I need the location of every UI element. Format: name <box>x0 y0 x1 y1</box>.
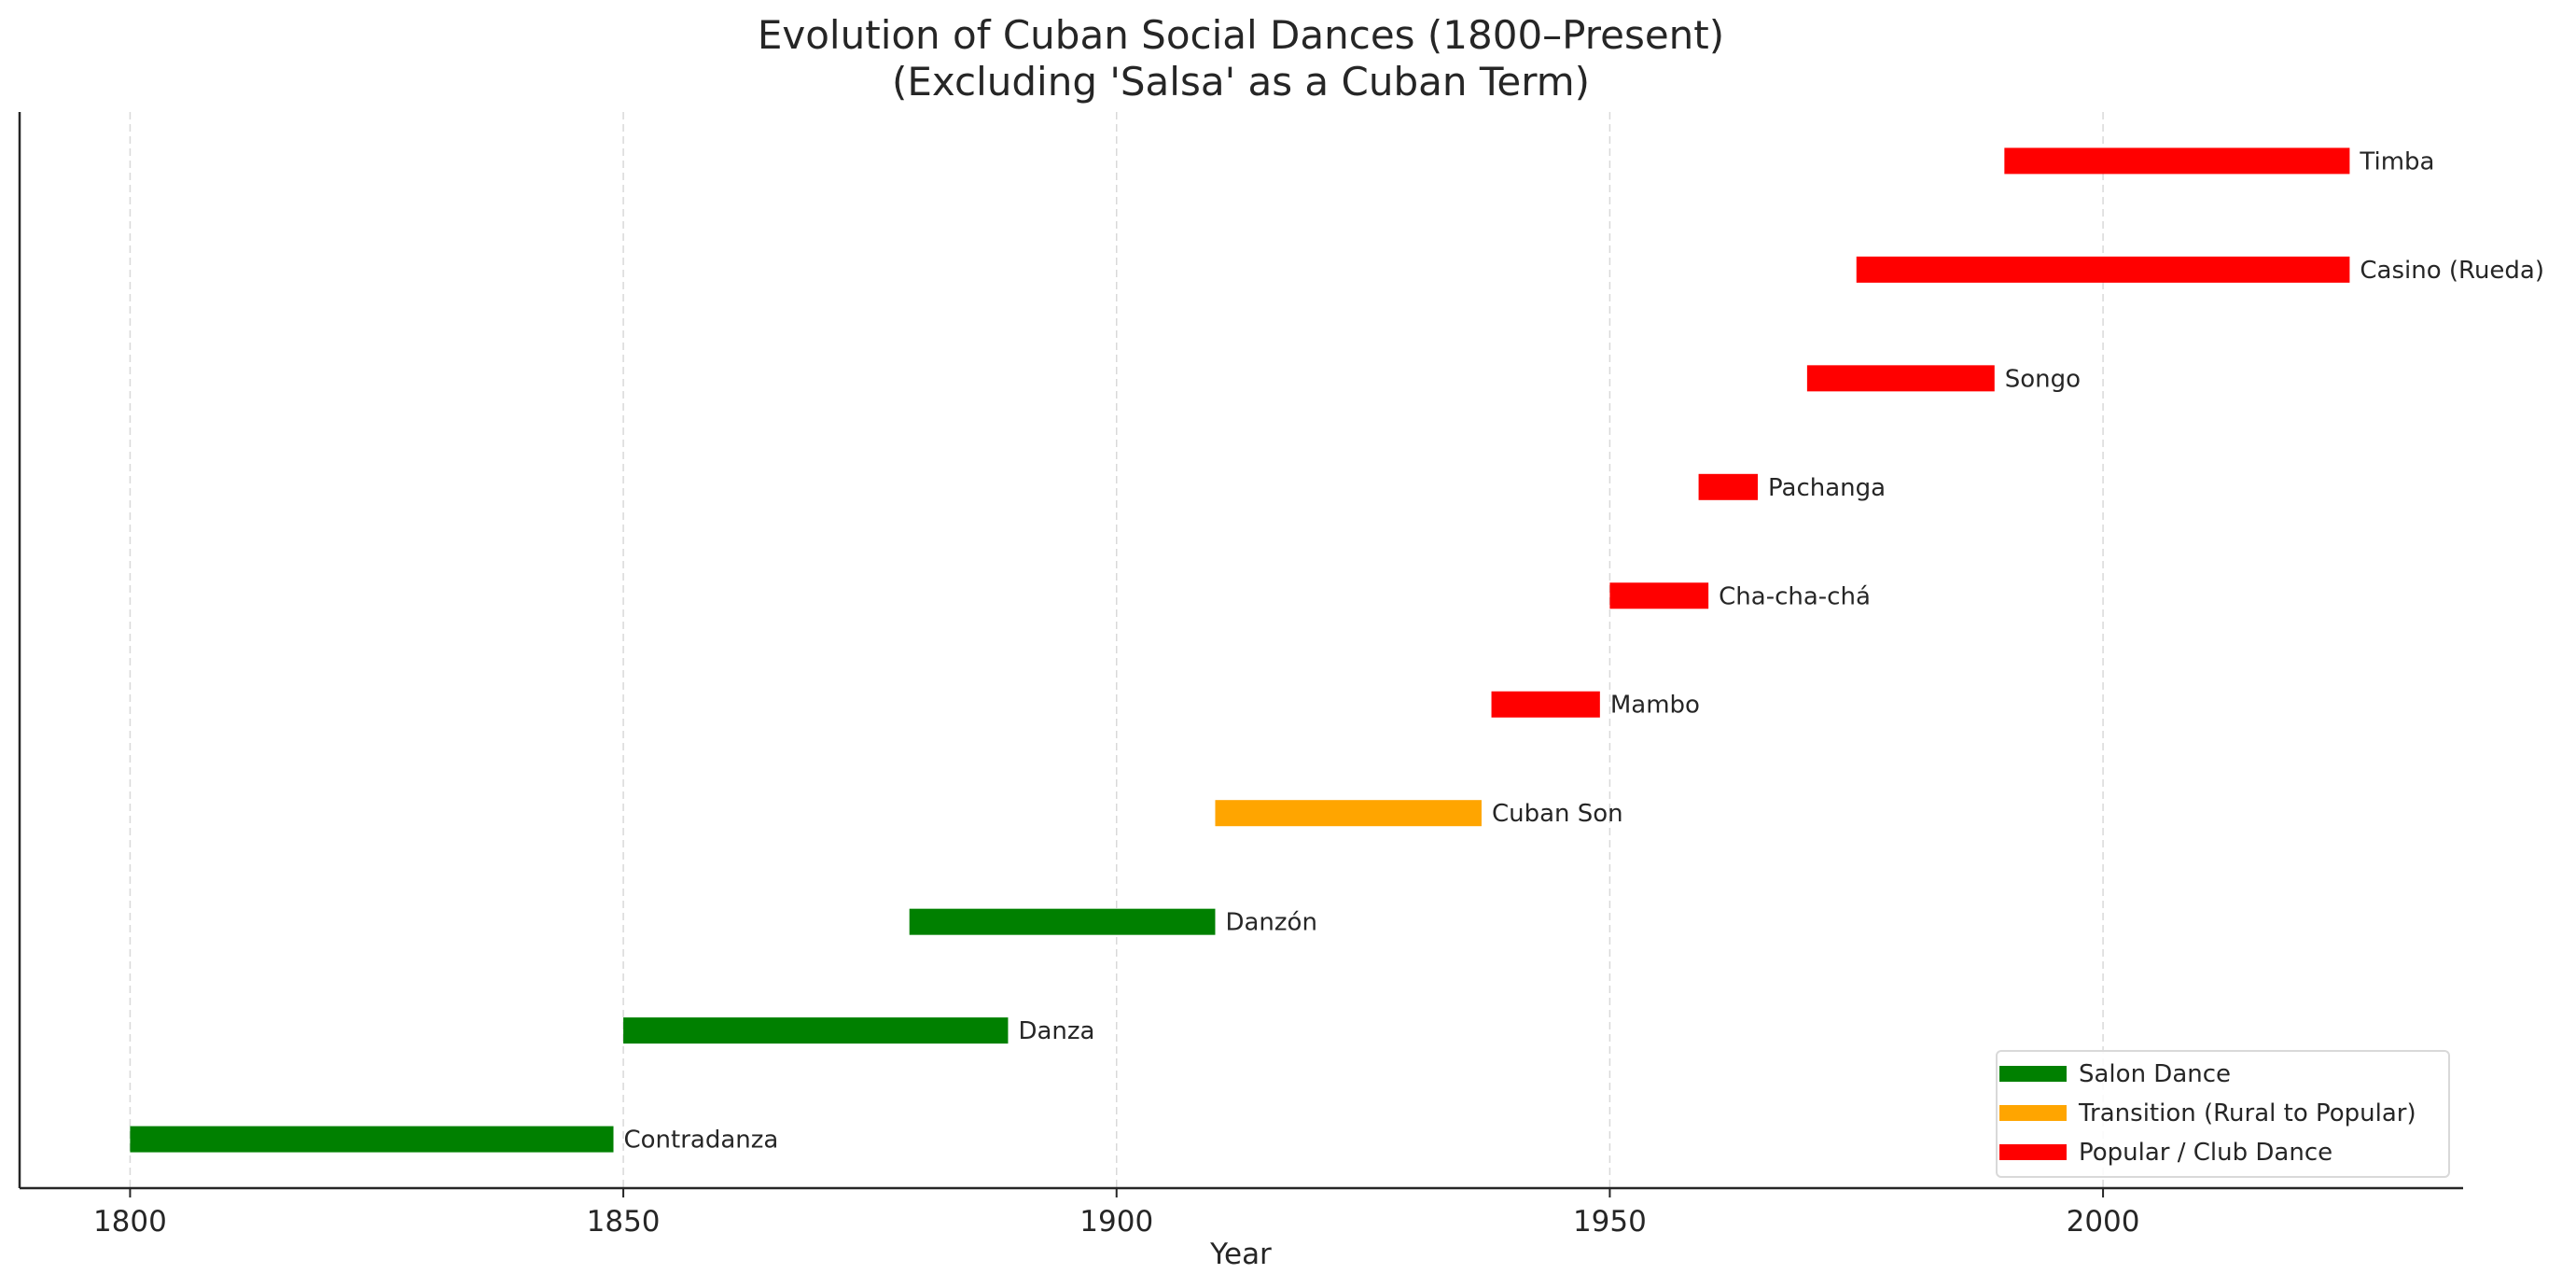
axes: 1800 1850 1900 1950 2000 <box>18 112 2463 1239</box>
bar-label: Pachanga <box>1768 474 1886 502</box>
legend-swatch <box>1999 1144 2067 1160</box>
bars: Contradanza Danza Danzón Cuban Son Mambo Cha-… <box>130 147 2544 1155</box>
x-tick-label: 1850 <box>587 1205 661 1239</box>
legend-label: Popular / Club Dance <box>2079 1139 2332 1167</box>
bar-pachanga <box>1698 473 1759 500</box>
x-tick-label: 1800 <box>93 1205 167 1239</box>
bar-casino-rueda- <box>1856 256 2350 283</box>
bar-label: Songo <box>2005 365 2081 393</box>
x-tick-label: 1900 <box>1079 1205 1153 1239</box>
bar-label: Cha-cha-chá <box>1719 582 1871 610</box>
legend-swatch <box>1999 1105 2067 1121</box>
bar-label: Danzón <box>1225 909 1316 937</box>
legend-label: Transition (Rural to Popular) <box>2078 1099 2416 1127</box>
chart-title-line-1: Evolution of Cuban Social Dances (1800–P… <box>758 12 1724 58</box>
chart-title-line-2: (Excluding 'Salsa' as a Cuban Term) <box>892 59 1590 105</box>
x-axis-label: Year <box>1209 1238 1272 1271</box>
bar-label: Casino (Rueda) <box>2360 257 2544 285</box>
x-tick-label: 1950 <box>1573 1205 1647 1239</box>
bar-timba <box>2004 147 2350 175</box>
bar-label: Cuban Son <box>1492 800 1623 828</box>
bar-label: Danza <box>1018 1017 1094 1045</box>
bar-danz-n <box>909 908 1216 935</box>
bar-label: Mambo <box>1610 692 1700 720</box>
bar-cha-cha-ch- <box>1609 582 1709 609</box>
legend-swatch <box>1999 1066 2067 1082</box>
bar-mambo <box>1491 691 1600 718</box>
bar-contradanza <box>130 1126 614 1153</box>
legend-frame <box>1996 1050 2450 1178</box>
bar-label: Contradanza <box>624 1127 779 1155</box>
bar-songo <box>1806 365 1995 392</box>
legend: Salon Dance Transition (Rural to Popular)… <box>1996 1050 2450 1178</box>
bar-danza <box>623 1017 1009 1044</box>
bar-cuban-son <box>1215 800 1482 827</box>
x-tick-label: 2000 <box>2067 1205 2140 1239</box>
bar-label: Timba <box>2359 147 2434 175</box>
grid-lines <box>129 112 2104 1188</box>
legend-label: Salon Dance <box>2079 1060 2231 1088</box>
